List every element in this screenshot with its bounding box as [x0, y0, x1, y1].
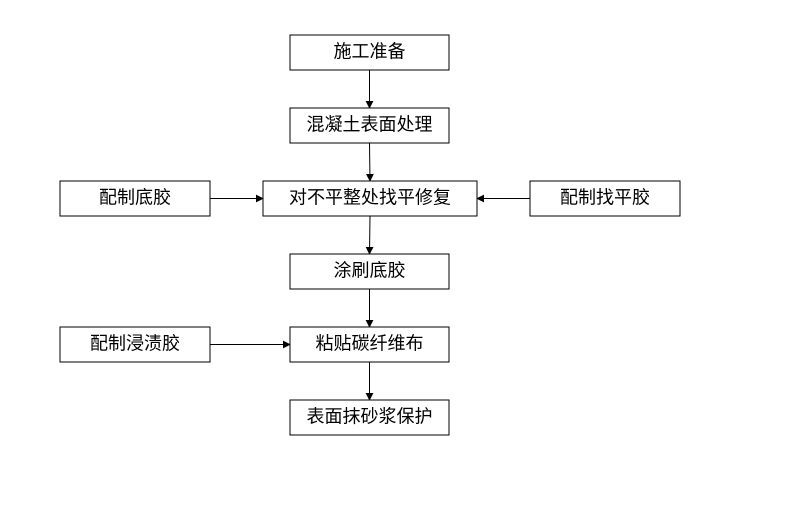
flowchart-canvas: 施工准备混凝土表面处理对不平整处找平修复涂刷底胶粘贴碳纤维布表面抹砂浆保护 配制底…: [0, 0, 800, 530]
flow-node-label: 对不平整处找平修复: [289, 188, 451, 208]
flow-node-s1: 配制底胶: [60, 181, 210, 216]
flow-node-label: 配制浸渍胶: [90, 334, 180, 354]
flow-node-n5: 粘贴碳纤维布: [290, 327, 449, 362]
flow-node-n2: 混凝土表面处理: [290, 108, 449, 143]
flow-node-label: 配制底胶: [99, 188, 171, 208]
flow-edge: [370, 143, 371, 181]
flow-node-n1: 施工准备: [290, 35, 449, 70]
flow-node-label: 施工准备: [334, 42, 406, 62]
flow-node-label: 涂刷底胶: [334, 261, 406, 281]
flow-node-label: 混凝土表面处理: [307, 115, 433, 135]
flow-node-label: 表面抹砂浆保护: [307, 407, 433, 427]
flow-node-s2: 配制找平胶: [530, 181, 680, 216]
flow-edge: [370, 216, 371, 254]
flow-node-n4: 涂刷底胶: [290, 254, 449, 289]
flow-node-label: 配制找平胶: [560, 188, 650, 208]
flow-node-n6: 表面抹砂浆保护: [290, 400, 449, 435]
flow-node-label: 粘贴碳纤维布: [316, 334, 424, 354]
flow-node-s3: 配制浸渍胶: [60, 327, 210, 362]
flow-node-n3: 对不平整处找平修复: [263, 181, 477, 216]
